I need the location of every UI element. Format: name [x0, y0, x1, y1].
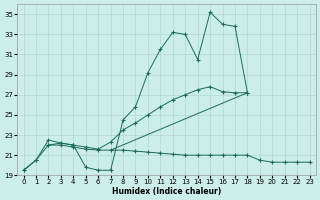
X-axis label: Humidex (Indice chaleur): Humidex (Indice chaleur): [112, 187, 221, 196]
